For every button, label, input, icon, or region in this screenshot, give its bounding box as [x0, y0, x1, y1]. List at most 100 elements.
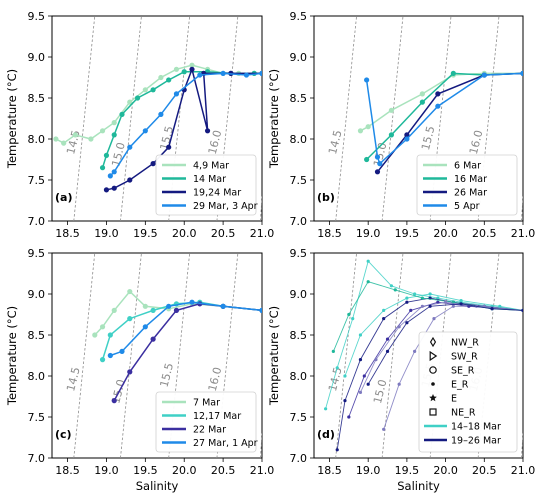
data-point-3-5: [220, 303, 226, 309]
data-point-0-2: [111, 307, 117, 313]
data-point-1-2: [358, 358, 363, 362]
data-point-6-3: [420, 304, 424, 308]
data-point-0-2: [72, 132, 78, 138]
x-tick-label: 21.0: [511, 464, 536, 477]
data-point-7-5: [490, 307, 494, 311]
data-point-1-3: [119, 111, 125, 117]
data-point-1-2: [419, 99, 425, 105]
x-tick-label: 19.5: [395, 464, 420, 477]
data-point-0-2: [351, 317, 355, 321]
panel-label: (b): [317, 191, 335, 204]
data-point-3-2: [377, 161, 383, 167]
legend-entry: E: [451, 394, 457, 405]
x-tick-label: 21.0: [511, 227, 536, 240]
data-point-3-4: [189, 299, 195, 305]
legend: 6 Mar 16 Mar 26 Mar 5 Apr: [416, 154, 518, 216]
data-point-3-0: [107, 352, 113, 359]
data-point-3-5: [459, 298, 463, 303]
x-tick-label: 20.0: [433, 227, 458, 240]
density-label: 14.5: [326, 129, 345, 156]
y-tick-label: 8.5: [290, 92, 308, 105]
data-point-2-7: [204, 128, 211, 134]
y-tick-label: 9.0: [290, 288, 308, 301]
data-point-5-0: [331, 349, 335, 353]
legend-marker-square: [429, 408, 437, 416]
data-point-3-4: [435, 103, 441, 109]
density-isoline: [429, 253, 452, 458]
density-label: 15.5: [419, 125, 438, 152]
x-tick-label: 18.5: [55, 464, 80, 477]
data-point-1-2: [111, 132, 117, 138]
density-isoline: [216, 16, 239, 221]
data-point-0-4: [389, 284, 394, 288]
data-point-0-3: [88, 136, 94, 142]
x-tick-label: 20.5: [472, 227, 497, 240]
data-point-2-0: [382, 427, 386, 431]
data-point-4-2: [385, 337, 390, 341]
y-axis-label: Temperature (°C): [5, 69, 19, 169]
x-tick-label: 20.5: [472, 464, 497, 477]
data-point-2-0: [103, 187, 110, 193]
density-label: 14.5: [326, 366, 345, 393]
data-point-1-7: [181, 69, 187, 75]
data-point-0-1: [61, 140, 67, 146]
data-point-3-4: [158, 111, 164, 117]
data-point-1-3: [382, 317, 386, 321]
legend-entry: E_R: [451, 380, 469, 391]
density-label: 16.0: [206, 366, 225, 393]
density-label: 16.0: [206, 129, 225, 156]
data-point-2-1: [111, 185, 117, 191]
data-point-2-3: [173, 307, 180, 313]
data-point-1-1: [343, 399, 347, 403]
x-tick-label: 21.0: [250, 227, 275, 240]
density-label: 15.5: [158, 125, 177, 152]
data-point-6-2: [397, 325, 401, 329]
data-point-3-3: [404, 136, 410, 142]
y-tick-label: 7.5: [290, 411, 308, 424]
data-point-3-3: [166, 303, 172, 309]
density-isoline: [335, 16, 357, 221]
data-point-3-6: [498, 304, 502, 308]
y-tick-label: 7.0: [290, 452, 308, 465]
density-isoline: [429, 16, 452, 221]
legend-entry: 29 Mar, 3 Apr: [193, 201, 258, 212]
data-point-7-1: [385, 349, 390, 353]
legend: NW_R SW_R SE_R E_R E NE_R 14–18 Mar 19–26 Mar: [418, 331, 518, 453]
y-tick-label: 8.5: [290, 329, 308, 342]
data-point-4-1: [362, 374, 366, 378]
density-isoline: [120, 16, 142, 221]
data-point-6-4: [443, 300, 448, 304]
data-point-0-0: [357, 128, 364, 134]
data-point-0-4: [99, 128, 106, 134]
panel-2: 14.5 15.015.5 16.018.5 19.0 19.5 20.0 20.5 21.0…: [5, 247, 274, 493]
y-axis-label: Temperature (°C): [5, 306, 19, 406]
x-tick-label: 18.5: [317, 227, 342, 240]
x-axis-label: Salinity: [397, 479, 440, 493]
x-tick-label: 20.0: [172, 464, 197, 477]
data-point-2-2: [127, 177, 133, 183]
y-tick-label: 7.0: [28, 215, 46, 228]
density-label: 15.0: [371, 378, 390, 405]
data-point-3-2: [127, 144, 133, 150]
legend-marker-star: [429, 394, 437, 402]
x-tick-label: 19.0: [356, 464, 381, 477]
data-point-3-2: [382, 308, 386, 312]
data-point-2-1: [127, 369, 133, 375]
data-point-1-1: [388, 132, 395, 138]
series-line-3: [109, 72, 262, 177]
data-point-6-0: [358, 390, 363, 394]
data-point-1-6: [166, 77, 172, 83]
panel-1: 14.5 15.015.5 16.018.5 19.0 19.5 20.0 20.5 21.0…: [267, 10, 535, 240]
data-point-3-5: [481, 72, 487, 78]
data-point-3-1: [119, 348, 125, 354]
x-tick-label: 20.0: [433, 464, 458, 477]
data-point-7-2: [405, 321, 409, 325]
density-isoline: [477, 253, 500, 458]
density-label: 14.5: [64, 366, 83, 393]
legend-entry: 4,9 Mar: [193, 161, 229, 172]
y-tick-label: 8.5: [28, 92, 46, 105]
legend-entry: 6 Mar: [454, 161, 481, 172]
data-point-4-0: [347, 415, 351, 419]
